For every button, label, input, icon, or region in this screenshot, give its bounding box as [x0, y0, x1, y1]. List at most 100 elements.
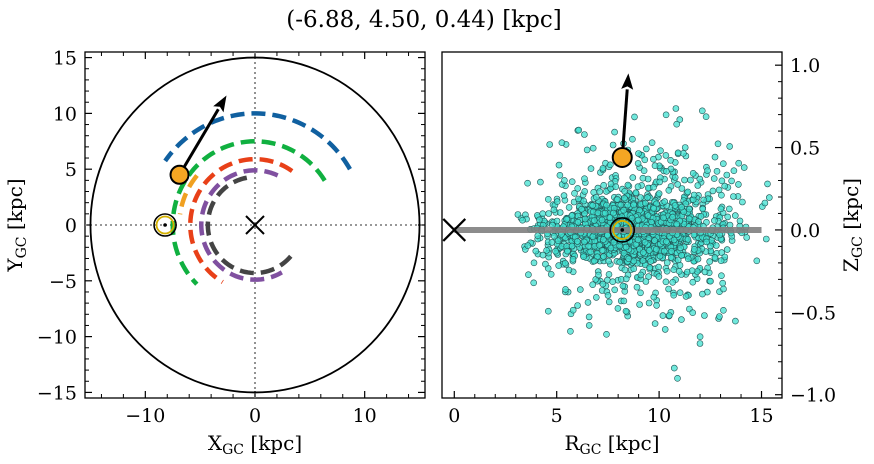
scatter-point	[761, 199, 769, 207]
scatter-point	[640, 167, 648, 174]
scatter-point	[609, 278, 617, 286]
spiral-arm-6	[205, 175, 293, 276]
scatter-point	[674, 374, 681, 382]
scatter-point	[725, 205, 733, 213]
scatter-point	[601, 209, 609, 217]
scatter-point	[728, 177, 735, 185]
scatter-point	[576, 286, 584, 293]
scatter-point	[543, 247, 550, 254]
scatter-point	[718, 272, 725, 280]
scatter-point	[569, 306, 577, 314]
right-ytick-label: −1.0	[790, 385, 836, 407]
right-velocity-arrow-head	[621, 73, 634, 90]
scatter-point	[621, 194, 628, 202]
scatter-point	[547, 270, 555, 278]
scatter-point	[617, 201, 625, 209]
scatter-point	[701, 268, 709, 276]
scatter-point	[631, 113, 638, 121]
left-panel: −10 0 10 −15 −10 −5 0 5 10 15 XGC [kpc] YGC [kpc]	[3, 48, 426, 458]
spiral-arm-4	[188, 156, 294, 284]
scatter-point	[684, 188, 692, 196]
scatter-point	[546, 141, 554, 148]
scatter-point	[575, 126, 583, 134]
scatter-point	[674, 181, 682, 188]
scatter-point	[622, 243, 630, 251]
left-xtick-label: 10	[353, 405, 377, 427]
scatter-point	[701, 312, 708, 319]
scatter-point	[571, 190, 578, 197]
scatter-point	[544, 307, 552, 315]
scatter-point	[661, 326, 669, 333]
left-ytick-label: 15	[53, 48, 77, 70]
scatter-point	[657, 147, 664, 154]
scatter-point	[605, 257, 612, 265]
right-sun-marker-ring	[612, 220, 633, 240]
scatter-point	[718, 177, 726, 185]
scatter-point	[719, 279, 727, 287]
scatter-point	[703, 238, 710, 246]
scatter-point	[624, 181, 632, 189]
spiral-arm-3	[177, 174, 199, 215]
scatter-point	[639, 174, 647, 182]
scatter-point	[628, 214, 636, 222]
scatter-point	[609, 141, 617, 149]
scatter-point	[639, 249, 647, 256]
scatter-point	[596, 188, 604, 195]
scatter-point	[720, 285, 727, 293]
scatter-point	[524, 179, 531, 187]
scatter-point	[765, 194, 773, 201]
scatter-point	[574, 302, 581, 309]
scatter-point	[550, 232, 558, 240]
scatter-point	[565, 266, 573, 274]
scatter-point	[656, 178, 664, 186]
left-ticks: −10 0 10 −15 −10 −5 0 5 10 15	[37, 48, 425, 427]
scatter-point	[724, 213, 732, 221]
scatter-point	[711, 217, 718, 224]
scatter-point	[565, 204, 573, 211]
right-content	[442, 73, 773, 382]
sun-marker-ring	[155, 215, 175, 235]
scatter-points	[514, 105, 773, 382]
scatter-point	[621, 266, 629, 274]
right-xtick-label: 0	[448, 405, 460, 427]
scatter-point	[581, 215, 589, 223]
scatter-point	[735, 181, 742, 188]
right-xtick-label: 15	[749, 405, 773, 427]
right-ytick-label: 0.5	[790, 138, 820, 160]
scatter-point	[622, 275, 630, 283]
scatter-point	[730, 193, 737, 200]
scatter-point	[641, 199, 649, 207]
scatter-point	[685, 215, 693, 223]
scatter-point	[736, 217, 744, 225]
left-content	[85, 52, 425, 398]
right-velocity-arrow	[620, 89, 629, 158]
scatter-point	[721, 182, 729, 190]
left-ytick-label: −5	[49, 271, 77, 293]
scatter-point	[587, 165, 595, 172]
scatter-point	[661, 198, 669, 205]
scatter-point	[552, 247, 559, 255]
scatter-point	[629, 174, 637, 181]
scatter-point	[677, 244, 684, 252]
left-ytick-label: 5	[65, 159, 77, 181]
scatter-point	[663, 238, 670, 245]
scatter-point	[687, 176, 694, 184]
scatter-point	[711, 153, 719, 161]
scatter-point	[637, 289, 644, 297]
scatter-point	[663, 267, 671, 275]
scatter-point	[532, 247, 540, 255]
scatter-point	[714, 140, 722, 148]
scatter-point	[655, 263, 662, 271]
scatter-point	[674, 149, 682, 157]
right-source-marker	[611, 146, 633, 168]
scatter-point	[673, 120, 681, 128]
scatter-point	[634, 160, 642, 167]
scatter-point	[611, 128, 618, 136]
scatter-point	[641, 156, 649, 164]
scatter-point	[598, 247, 606, 254]
scatter-point	[599, 165, 607, 172]
scatter-point	[534, 232, 542, 239]
scatter-point	[519, 216, 526, 224]
scatter-point	[596, 242, 603, 249]
scatter-point	[561, 177, 568, 184]
